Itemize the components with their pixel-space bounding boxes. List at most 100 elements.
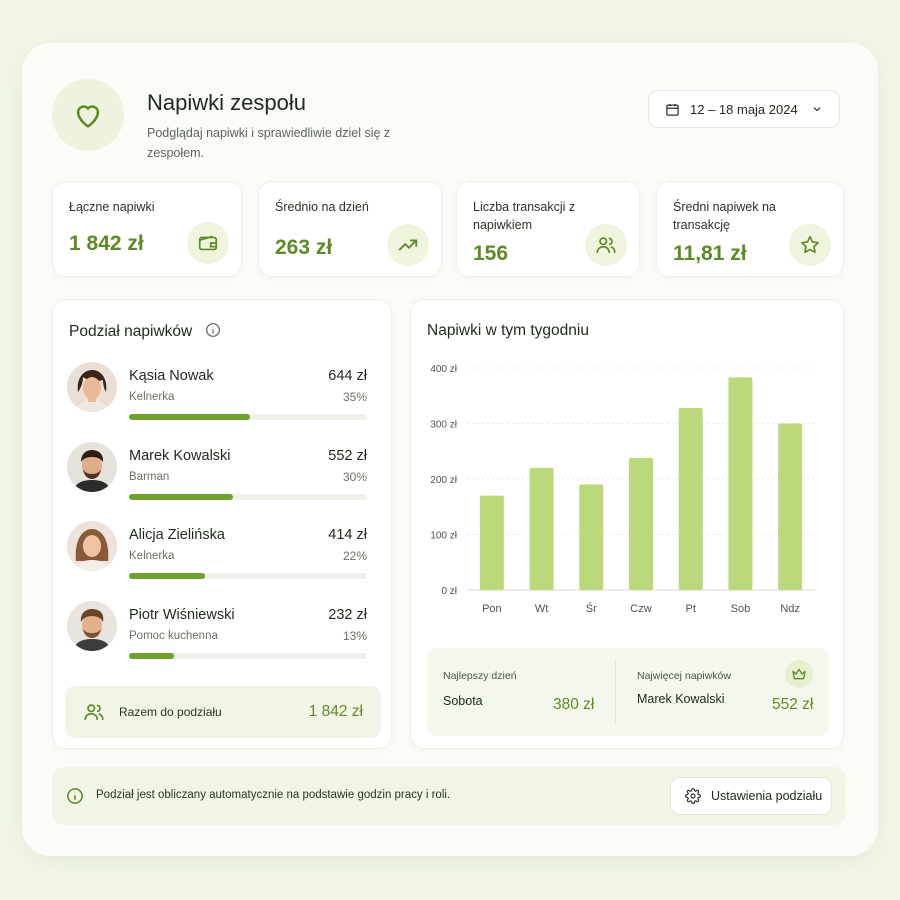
x-tick-label: Czw (630, 603, 651, 615)
kpi-card-total-tips: Łączne napiwki 1 842 zł (52, 181, 242, 277)
kpi-value: 263 zł (275, 236, 333, 259)
kpi-card-average-tip: Średni napiwek na transakcję 11,81 zł (656, 181, 844, 277)
trend-up-icon (398, 239, 418, 251)
date-range-label: 12 – 18 maja 2024 (690, 101, 798, 117)
x-tick-label: Pt (686, 603, 696, 615)
bar-Wt[interactable] (529, 467, 554, 590)
page-subtitle: Podglądaj napiwki i sprawiedliwie dziel … (147, 126, 391, 160)
crown-icon (792, 668, 806, 680)
total-to-split: Razem do podziału 1 842 zł (65, 686, 381, 738)
person-percent: 22% (342, 549, 367, 563)
star-icon (801, 235, 819, 254)
person-name: Alicja Zielińska (129, 527, 225, 543)
share-progress-bar (129, 494, 367, 500)
kpi-icon (187, 222, 229, 264)
top-person-name: Marek Kowalski (637, 692, 725, 706)
split-settings-button[interactable]: Ustawienia podziału (670, 777, 832, 815)
person-role: Barman (129, 471, 170, 483)
heart-icon (76, 105, 100, 128)
bar-Czw[interactable] (629, 457, 653, 590)
info-icon[interactable] (205, 322, 221, 338)
wallet-icon (198, 235, 218, 251)
bar-Ndz[interactable] (778, 423, 803, 591)
total-value: 1 842 zł (308, 703, 363, 720)
best-day-label: Najlepszy dzień (443, 670, 517, 682)
person-role: Kelnerka (129, 391, 175, 403)
info-icon (67, 788, 83, 804)
weekly-stats: Najlepszy dzień Sobota 380 zł Najwięcej … (427, 648, 829, 736)
users-icon (596, 237, 616, 254)
bar-Śr[interactable] (579, 484, 604, 590)
date-range-picker[interactable]: 12 – 18 maja 2024 (648, 90, 840, 128)
list-item[interactable]: Marek Kowalski Barman 552 zł 30% (67, 442, 367, 502)
y-tick-label: 300 zł (430, 420, 457, 431)
weekly-tips-panel: Napiwki w tym tygodniu 0 zł 100 zł 200 zł 3… (410, 299, 844, 749)
kpi-card-transactions: Liczba transakcji z napiwkiem 156 (456, 181, 640, 277)
list-item[interactable]: Piotr Wiśniewski Pomoc kuchenna 232 zł 1… (67, 601, 367, 661)
weekly-title: Napiwki w tym tygodniu (427, 322, 589, 339)
person-role: Kelnerka (129, 550, 175, 562)
footer-info-text: Podział jest obliczany automatycznie na … (96, 789, 451, 801)
crown-badge (785, 660, 813, 688)
person-percent: 13% (342, 629, 367, 643)
gear-icon (685, 788, 701, 804)
top-person-label: Najwięcej napiwków (637, 670, 731, 682)
tip-breakdown-panel: Podział napiwków Kąsia Nowak Kelnerka 64… (52, 299, 392, 749)
person-percent: 30% (342, 470, 367, 484)
avatar (67, 362, 117, 412)
breakdown-title: Podział napiwków (69, 322, 221, 341)
app-logo (52, 79, 124, 151)
bar-Pt[interactable] (678, 407, 703, 590)
person-name: Piotr Wiśniewski (129, 607, 235, 623)
kpi-card-daily-average: Średnio na dzień 263 zł (258, 181, 442, 277)
person-name: Kąsia Nowak (129, 368, 214, 384)
calendar-icon (666, 103, 679, 116)
kpi-label: Łączne napiwki (69, 200, 155, 214)
page-title: Napiwki zespołu (147, 90, 306, 115)
share-progress-fill (129, 494, 233, 500)
chevron-down-icon (813, 107, 821, 112)
split-settings-label: Ustawienia podziału (711, 789, 823, 803)
weekly-bar-chart: 0 zł 100 zł 200 zł 300 zł 400 zł Pon Wt Śr Czw Pt… (430, 364, 815, 615)
tips-dashboard-card: Napiwki zespołu Podglądaj napiwki i spra… (22, 43, 878, 856)
kpi-value: 11,81 zł (673, 242, 747, 265)
best-day-name: Sobota (443, 694, 483, 708)
share-progress-bar (129, 414, 367, 420)
x-tick-label: Ndz (780, 603, 800, 615)
kpi-icon (789, 224, 831, 266)
stats-divider (615, 660, 616, 724)
kpi-value: 1 842 zł (69, 232, 144, 255)
person-amount: 232 zł (328, 607, 367, 623)
avatar (67, 601, 117, 651)
share-progress-bar (129, 573, 367, 579)
share-progress-bar (129, 653, 367, 659)
share-progress-fill (129, 653, 174, 659)
kpi-label: Średnio na dzień (275, 200, 369, 214)
bar-Sob[interactable] (728, 377, 753, 590)
person-amount: 552 zł (328, 448, 367, 464)
person-role: Pomoc kuchenna (129, 630, 218, 642)
kpi-value: 156 (473, 242, 509, 265)
kpi-icon (585, 224, 627, 266)
list-item[interactable]: Alicja Zielińska Kelnerka 414 zł 22% (67, 521, 367, 581)
avatar (67, 442, 117, 492)
total-label: Razem do podziału (119, 705, 222, 719)
x-tick-label: Śr (586, 602, 597, 615)
person-amount: 414 zł (328, 527, 367, 543)
person-amount: 644 zł (328, 368, 367, 384)
person-name: Marek Kowalski (129, 448, 231, 464)
bar-Pon[interactable] (479, 495, 504, 590)
y-tick-label: 200 zł (430, 475, 457, 486)
person-percent: 35% (342, 390, 367, 404)
x-tick-label: Sob (731, 603, 751, 615)
y-tick-label: 100 zł (430, 531, 457, 542)
best-day-value: 380 zł (553, 696, 595, 713)
kpi-icon (387, 224, 429, 266)
users-icon (84, 704, 104, 721)
kpi-label: Średni napiwek na transakcję (673, 200, 776, 232)
share-progress-fill (129, 573, 205, 579)
share-progress-fill (129, 414, 250, 420)
list-item[interactable]: Kąsia Nowak Kelnerka 644 zł 35% (67, 362, 367, 422)
avatar (67, 521, 117, 571)
footer-info-bar: Podział jest obliczany automatycznie na … (52, 767, 846, 825)
